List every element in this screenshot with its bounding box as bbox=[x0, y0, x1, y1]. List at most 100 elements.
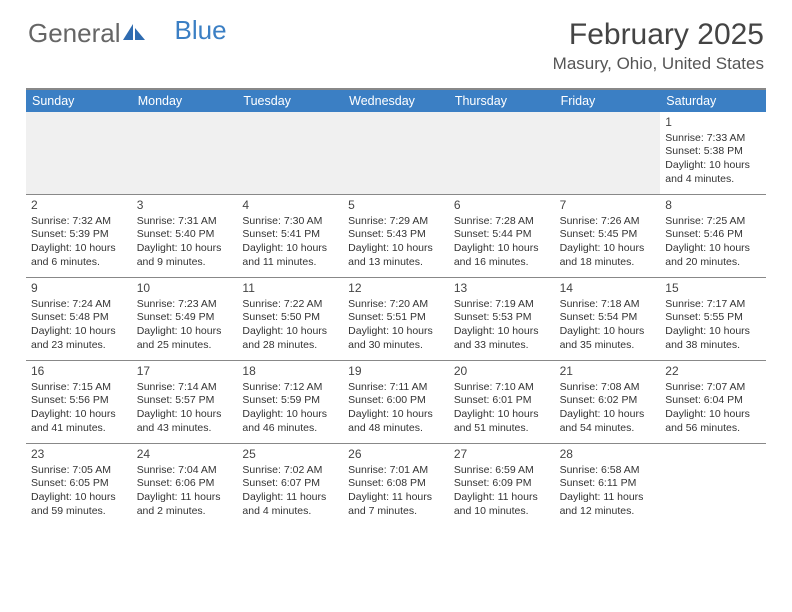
sunrise-text: Sunrise: 7:10 AM bbox=[454, 381, 550, 395]
sunrise-text: Sunrise: 7:18 AM bbox=[560, 298, 656, 312]
sunset-text: Sunset: 5:51 PM bbox=[348, 311, 444, 325]
day-number: 8 bbox=[665, 198, 761, 214]
sunset-text: Sunset: 6:02 PM bbox=[560, 394, 656, 408]
daylight-text: Daylight: 10 hours and 54 minutes. bbox=[560, 408, 656, 435]
sunrise-text: Sunrise: 7:15 AM bbox=[31, 381, 127, 395]
daylight-text: Daylight: 10 hours and 9 minutes. bbox=[137, 242, 233, 269]
day-cell: 5Sunrise: 7:29 AMSunset: 5:43 PMDaylight… bbox=[343, 195, 449, 277]
logo-sail-icon bbox=[123, 18, 147, 49]
day-cell: 6Sunrise: 7:28 AMSunset: 5:44 PMDaylight… bbox=[449, 195, 555, 277]
sunset-text: Sunset: 5:40 PM bbox=[137, 228, 233, 242]
day-cell: 14Sunrise: 7:18 AMSunset: 5:54 PMDayligh… bbox=[555, 278, 661, 360]
day-cell: 11Sunrise: 7:22 AMSunset: 5:50 PMDayligh… bbox=[237, 278, 343, 360]
daylight-text: Daylight: 10 hours and 41 minutes. bbox=[31, 408, 127, 435]
daylight-text: Daylight: 10 hours and 38 minutes. bbox=[665, 325, 761, 352]
daylight-text: Daylight: 11 hours and 10 minutes. bbox=[454, 491, 550, 518]
sunset-text: Sunset: 6:09 PM bbox=[454, 477, 550, 491]
day-cell: 21Sunrise: 7:08 AMSunset: 6:02 PMDayligh… bbox=[555, 361, 661, 443]
daylight-text: Daylight: 10 hours and 48 minutes. bbox=[348, 408, 444, 435]
daylight-text: Daylight: 11 hours and 2 minutes. bbox=[137, 491, 233, 518]
day-cell: 20Sunrise: 7:10 AMSunset: 6:01 PMDayligh… bbox=[449, 361, 555, 443]
sunrise-text: Sunrise: 7:20 AM bbox=[348, 298, 444, 312]
sunset-text: Sunset: 6:01 PM bbox=[454, 394, 550, 408]
day-cell: 7Sunrise: 7:26 AMSunset: 5:45 PMDaylight… bbox=[555, 195, 661, 277]
sunrise-text: Sunrise: 7:04 AM bbox=[137, 464, 233, 478]
sunset-text: Sunset: 5:44 PM bbox=[454, 228, 550, 242]
weeks-container: 1Sunrise: 7:33 AMSunset: 5:38 PMDaylight… bbox=[26, 112, 766, 526]
sunrise-text: Sunrise: 7:01 AM bbox=[348, 464, 444, 478]
daylight-text: Daylight: 10 hours and 16 minutes. bbox=[454, 242, 550, 269]
sunset-text: Sunset: 5:55 PM bbox=[665, 311, 761, 325]
sunrise-text: Sunrise: 7:22 AM bbox=[242, 298, 338, 312]
sunset-text: Sunset: 6:06 PM bbox=[137, 477, 233, 491]
sunset-text: Sunset: 5:50 PM bbox=[242, 311, 338, 325]
sunrise-text: Sunrise: 7:29 AM bbox=[348, 215, 444, 229]
sunset-text: Sunset: 5:59 PM bbox=[242, 394, 338, 408]
day-cell: 24Sunrise: 7:04 AMSunset: 6:06 PMDayligh… bbox=[132, 444, 238, 526]
month-title: February 2025 bbox=[553, 18, 764, 52]
day-cell: 28Sunrise: 6:58 AMSunset: 6:11 PMDayligh… bbox=[555, 444, 661, 526]
sunrise-text: Sunrise: 7:05 AM bbox=[31, 464, 127, 478]
day-cell: 26Sunrise: 7:01 AMSunset: 6:08 PMDayligh… bbox=[343, 444, 449, 526]
empty-cell bbox=[555, 112, 661, 194]
day-header-wednesday: Wednesday bbox=[343, 90, 449, 112]
day-cell: 19Sunrise: 7:11 AMSunset: 6:00 PMDayligh… bbox=[343, 361, 449, 443]
title-block: February 2025 Masury, Ohio, United State… bbox=[553, 18, 764, 74]
day-number: 15 bbox=[665, 281, 761, 297]
daylight-text: Daylight: 10 hours and 23 minutes. bbox=[31, 325, 127, 352]
daylight-text: Daylight: 11 hours and 7 minutes. bbox=[348, 491, 444, 518]
sunrise-text: Sunrise: 7:12 AM bbox=[242, 381, 338, 395]
day-number: 16 bbox=[31, 364, 127, 380]
day-cell: 13Sunrise: 7:19 AMSunset: 5:53 PMDayligh… bbox=[449, 278, 555, 360]
sunset-text: Sunset: 6:07 PM bbox=[242, 477, 338, 491]
daylight-text: Daylight: 10 hours and 56 minutes. bbox=[665, 408, 761, 435]
day-cell: 2Sunrise: 7:32 AMSunset: 5:39 PMDaylight… bbox=[26, 195, 132, 277]
day-header-friday: Friday bbox=[555, 90, 661, 112]
week-row: 16Sunrise: 7:15 AMSunset: 5:56 PMDayligh… bbox=[26, 360, 766, 443]
sunrise-text: Sunrise: 7:32 AM bbox=[31, 215, 127, 229]
day-header-row: Sunday Monday Tuesday Wednesday Thursday… bbox=[26, 90, 766, 112]
daylight-text: Daylight: 11 hours and 12 minutes. bbox=[560, 491, 656, 518]
week-row: 2Sunrise: 7:32 AMSunset: 5:39 PMDaylight… bbox=[26, 194, 766, 277]
day-number: 14 bbox=[560, 281, 656, 297]
sunset-text: Sunset: 6:08 PM bbox=[348, 477, 444, 491]
day-number: 25 bbox=[242, 447, 338, 463]
logo-text-general: General bbox=[28, 18, 121, 49]
sunrise-text: Sunrise: 7:19 AM bbox=[454, 298, 550, 312]
sunrise-text: Sunrise: 7:08 AM bbox=[560, 381, 656, 395]
daylight-text: Daylight: 10 hours and 30 minutes. bbox=[348, 325, 444, 352]
day-header-thursday: Thursday bbox=[449, 90, 555, 112]
sunset-text: Sunset: 5:46 PM bbox=[665, 228, 761, 242]
sunrise-text: Sunrise: 7:17 AM bbox=[665, 298, 761, 312]
daylight-text: Daylight: 10 hours and 35 minutes. bbox=[560, 325, 656, 352]
sunset-text: Sunset: 5:48 PM bbox=[31, 311, 127, 325]
location: Masury, Ohio, United States bbox=[553, 54, 764, 74]
daylight-text: Daylight: 10 hours and 33 minutes. bbox=[454, 325, 550, 352]
empty-cell bbox=[660, 444, 766, 526]
daylight-text: Daylight: 10 hours and 6 minutes. bbox=[31, 242, 127, 269]
day-number: 11 bbox=[242, 281, 338, 297]
day-number: 24 bbox=[137, 447, 233, 463]
daylight-text: Daylight: 10 hours and 13 minutes. bbox=[348, 242, 444, 269]
day-cell: 23Sunrise: 7:05 AMSunset: 6:05 PMDayligh… bbox=[26, 444, 132, 526]
empty-cell bbox=[26, 112, 132, 194]
daylight-text: Daylight: 10 hours and 28 minutes. bbox=[242, 325, 338, 352]
sunset-text: Sunset: 5:57 PM bbox=[137, 394, 233, 408]
sunset-text: Sunset: 5:41 PM bbox=[242, 228, 338, 242]
sunset-text: Sunset: 6:00 PM bbox=[348, 394, 444, 408]
daylight-text: Daylight: 10 hours and 46 minutes. bbox=[242, 408, 338, 435]
day-cell: 15Sunrise: 7:17 AMSunset: 5:55 PMDayligh… bbox=[660, 278, 766, 360]
daylight-text: Daylight: 11 hours and 4 minutes. bbox=[242, 491, 338, 518]
sunset-text: Sunset: 5:45 PM bbox=[560, 228, 656, 242]
sunset-text: Sunset: 5:43 PM bbox=[348, 228, 444, 242]
sunset-text: Sunset: 6:11 PM bbox=[560, 477, 656, 491]
day-cell: 1Sunrise: 7:33 AMSunset: 5:38 PMDaylight… bbox=[660, 112, 766, 194]
sunrise-text: Sunrise: 7:31 AM bbox=[137, 215, 233, 229]
sunrise-text: Sunrise: 7:26 AM bbox=[560, 215, 656, 229]
sunrise-text: Sunrise: 7:23 AM bbox=[137, 298, 233, 312]
sunrise-text: Sunrise: 7:33 AM bbox=[665, 132, 761, 146]
daylight-text: Daylight: 10 hours and 59 minutes. bbox=[31, 491, 127, 518]
sunrise-text: Sunrise: 6:59 AM bbox=[454, 464, 550, 478]
sunset-text: Sunset: 5:39 PM bbox=[31, 228, 127, 242]
sunrise-text: Sunrise: 7:07 AM bbox=[665, 381, 761, 395]
